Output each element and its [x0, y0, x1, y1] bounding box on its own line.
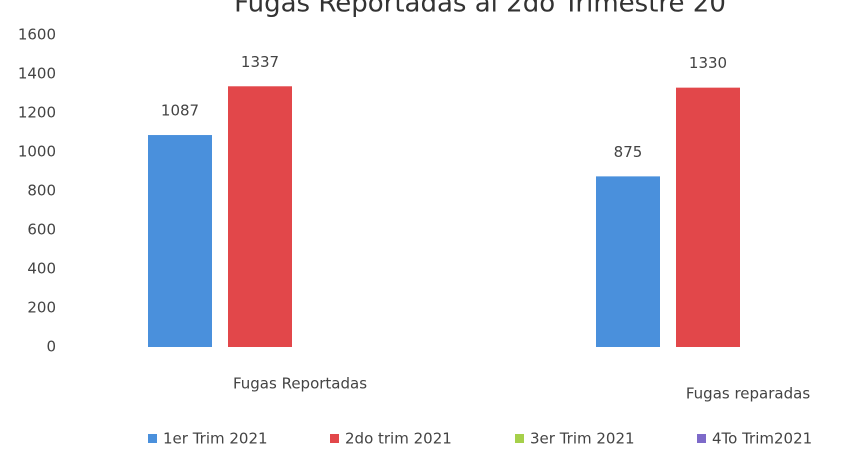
y-tick-label: 1600	[18, 26, 56, 44]
bar	[148, 135, 212, 347]
chart-title: Fugas Reportadas al 2do Trimestre 20	[234, 0, 726, 19]
y-tick-label: 400	[27, 260, 56, 278]
legend-swatch	[330, 434, 339, 443]
legend-label: 1er Trim 2021	[163, 430, 268, 448]
legend-swatch	[697, 434, 706, 443]
x-tick-label: Fugas Reportadas	[233, 375, 367, 393]
y-tick-label: 800	[27, 182, 56, 200]
y-tick-label: 1200	[18, 104, 56, 122]
legend-label: 3er Trim 2021	[530, 430, 635, 448]
legend-label: 4To Trim2021	[712, 430, 812, 448]
y-tick-label: 1400	[18, 65, 56, 83]
data-label: 875	[614, 143, 643, 161]
legend-swatch	[515, 434, 524, 443]
data-label: 1337	[241, 53, 279, 71]
bar	[596, 176, 660, 347]
y-tick-label: 600	[27, 221, 56, 239]
bar	[228, 86, 292, 347]
y-tick-label: 200	[27, 299, 56, 317]
data-label: 1087	[161, 102, 199, 120]
y-tick-label: 0	[46, 338, 56, 356]
legend-swatch	[148, 434, 157, 443]
bar	[676, 87, 740, 348]
x-tick-label: Fugas reparadas	[686, 385, 810, 403]
y-tick-label: 1000	[18, 143, 56, 161]
legend-label: 2do trim 2021	[345, 430, 452, 448]
data-label: 1330	[689, 54, 727, 72]
